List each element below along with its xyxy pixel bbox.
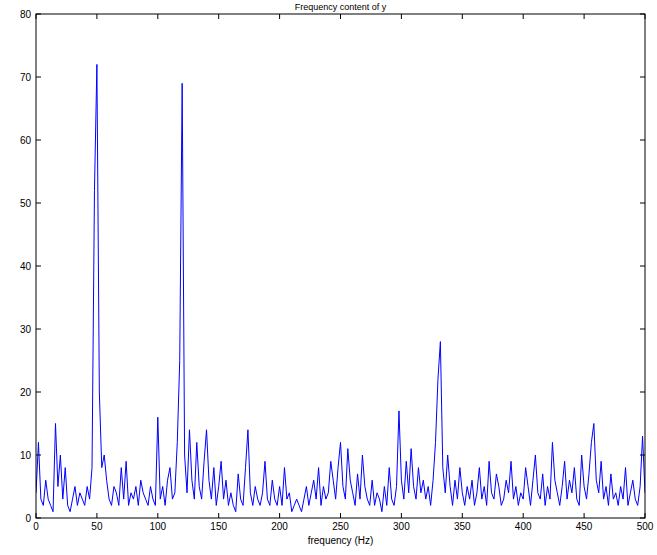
y-tick-label: 30 <box>20 324 32 335</box>
x-tick-label: 150 <box>210 521 227 532</box>
x-tick-label: 100 <box>149 521 166 532</box>
x-tick-label: 0 <box>33 521 39 532</box>
y-tick-label: 0 <box>25 513 31 524</box>
x-tick <box>36 14 37 19</box>
title: Frequency content of y <box>295 2 387 12</box>
y-tick-label: 20 <box>20 387 32 398</box>
x-tick-label: 400 <box>515 521 532 532</box>
y-tick-label: 60 <box>20 135 32 146</box>
x-tick <box>340 14 341 19</box>
x-tick <box>645 14 646 19</box>
x-tick-label: 200 <box>271 521 288 532</box>
x-tick-label: 450 <box>576 521 593 532</box>
y-tick <box>640 518 645 519</box>
y-tick <box>36 329 41 330</box>
x-tick <box>96 14 97 19</box>
y-tick <box>640 77 645 78</box>
x-tick <box>462 14 463 19</box>
x-tick <box>523 513 524 518</box>
x-tick <box>157 513 158 518</box>
x-tick <box>462 513 463 518</box>
y-tick <box>36 77 41 78</box>
spectrum-line <box>36 64 645 511</box>
y-tick <box>640 266 645 267</box>
y-tick <box>36 203 41 204</box>
x-tick <box>218 14 219 19</box>
y-tick <box>36 266 41 267</box>
x-tick <box>36 513 37 518</box>
plot-area <box>36 14 645 518</box>
y-tick <box>640 329 645 330</box>
y-tick-label: 40 <box>20 261 32 272</box>
x-tick-label: 300 <box>393 521 410 532</box>
y-tick <box>36 518 41 519</box>
x-tick <box>340 513 341 518</box>
x-tick <box>157 14 158 19</box>
series-group <box>36 64 645 511</box>
axes-box <box>36 14 645 518</box>
x-tick <box>96 513 97 518</box>
y-tick-label: 80 <box>20 9 32 20</box>
x-tick <box>584 513 585 518</box>
y-tick-label: 50 <box>20 198 32 209</box>
x-tick <box>401 513 402 518</box>
y-tick <box>640 14 645 15</box>
x-axis-label: frequency (Hz) <box>308 535 374 546</box>
y-tick <box>640 455 645 456</box>
y-tick <box>36 392 41 393</box>
x-tick-label: 350 <box>454 521 471 532</box>
x-tick-label: 50 <box>91 521 103 532</box>
x-tick <box>584 14 585 19</box>
x-tick <box>401 14 402 19</box>
y-tick <box>36 140 41 141</box>
y-tick-label: 70 <box>20 72 32 83</box>
x-tick-label: 250 <box>332 521 349 532</box>
x-tick <box>523 14 524 19</box>
y-tick-label: 10 <box>20 450 32 461</box>
y-tick <box>36 14 41 15</box>
x-tick <box>279 513 280 518</box>
y-tick <box>36 455 41 456</box>
y-tick <box>640 392 645 393</box>
x-tick <box>279 14 280 19</box>
y-tick <box>640 203 645 204</box>
x-tick <box>218 513 219 518</box>
x-tick-label: 500 <box>637 521 654 532</box>
chart: 0 50 100 150 200 250 300 350 400 450 500 0 10 20 30 40 5… <box>0 0 657 555</box>
x-tick <box>645 513 646 518</box>
y-tick <box>640 140 645 141</box>
